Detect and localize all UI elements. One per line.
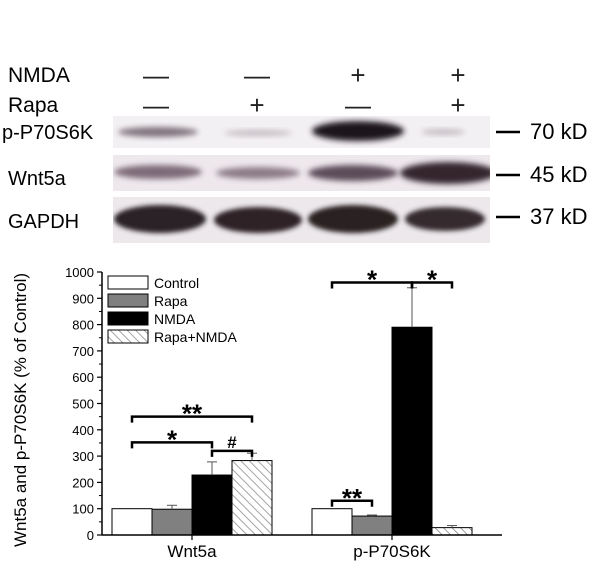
nmda-sign-lane-2: —	[244, 60, 270, 90]
bar	[431, 527, 473, 536]
significance-label: *	[167, 424, 178, 454]
significance-label: *	[367, 265, 378, 295]
blot-bands-wnt5a	[114, 162, 496, 184]
blot-strip-pp70s6k	[113, 116, 490, 148]
legend-label: Control	[154, 275, 199, 291]
y-tick-label: 500	[72, 397, 94, 412]
significance-bracket	[330, 499, 374, 507]
blot-strip-wnt5a	[113, 155, 496, 191]
significance-label: **	[342, 483, 363, 513]
legend-swatch	[107, 311, 149, 326]
significance-label: #	[227, 433, 237, 452]
y-tick-label: 700	[72, 344, 94, 359]
bar	[151, 508, 193, 536]
kd-label-45: 45 kD	[530, 162, 588, 187]
legend-label: Rapa+NMDA	[154, 329, 238, 345]
significance-bracket	[130, 441, 214, 449]
legend-label: NMDA	[154, 311, 196, 327]
y-tick-label: 1000	[65, 265, 94, 280]
bar	[111, 508, 153, 536]
nmda-sign-lane-4: +	[450, 60, 466, 90]
significance-bracket	[130, 415, 254, 423]
nmda-sign-lane-3: +	[350, 60, 366, 90]
kd-label-37: 37 kD	[530, 204, 588, 229]
nmda-sign-lane-1: —	[143, 60, 169, 90]
legend-swatch	[107, 275, 149, 290]
y-tick-label: 600	[72, 370, 94, 385]
kd-marker-ticks	[496, 130, 520, 219]
protein-label-wnt5a: Wnt5a	[8, 168, 66, 190]
blot-strip-gapdh	[113, 197, 490, 243]
treatment-label-rapa: Rapa	[8, 94, 59, 117]
kd-label-70: 70 kD	[530, 119, 588, 144]
significance-bracket	[410, 281, 454, 289]
bar	[351, 515, 393, 536]
y-tick-label: 300	[72, 449, 94, 464]
rapa-sign-lane-4: +	[450, 90, 466, 120]
blot-bands-pp70s6k	[118, 121, 465, 141]
bar	[391, 326, 433, 536]
treatment-label-nmda: NMDA	[8, 64, 70, 87]
y-tick-label: 0	[87, 528, 94, 543]
significance-label: *	[427, 265, 438, 295]
significance-bracket	[210, 449, 254, 457]
y-tick-label: 400	[72, 423, 94, 438]
y-axis-label: Wnt5a and p-P70S6K (% of Control)	[11, 273, 30, 547]
bar	[231, 460, 273, 536]
rapa-sign-lane-3: —	[345, 90, 371, 120]
y-tick-label: 100	[72, 502, 94, 517]
rapa-sign-lane-2: +	[249, 90, 265, 120]
y-tick-label: 900	[72, 291, 94, 306]
legend-swatch	[107, 293, 149, 308]
bar	[311, 508, 353, 536]
legend-swatch	[107, 329, 149, 344]
legend-label: Rapa	[154, 293, 188, 309]
bar	[191, 474, 233, 536]
y-tick-label: 200	[72, 475, 94, 490]
x-tick-label: p-P70S6K	[353, 542, 431, 561]
protein-label-pp70s6k: p-P70S6K	[2, 122, 94, 144]
blot-bands-gapdh	[114, 205, 485, 233]
significance-label: **	[182, 399, 203, 429]
protein-label-gapdh: GAPDH	[8, 211, 80, 233]
y-tick-label: 800	[72, 318, 94, 333]
x-tick-label: Wnt5a	[167, 542, 217, 561]
rapa-sign-lane-1: —	[143, 90, 169, 120]
